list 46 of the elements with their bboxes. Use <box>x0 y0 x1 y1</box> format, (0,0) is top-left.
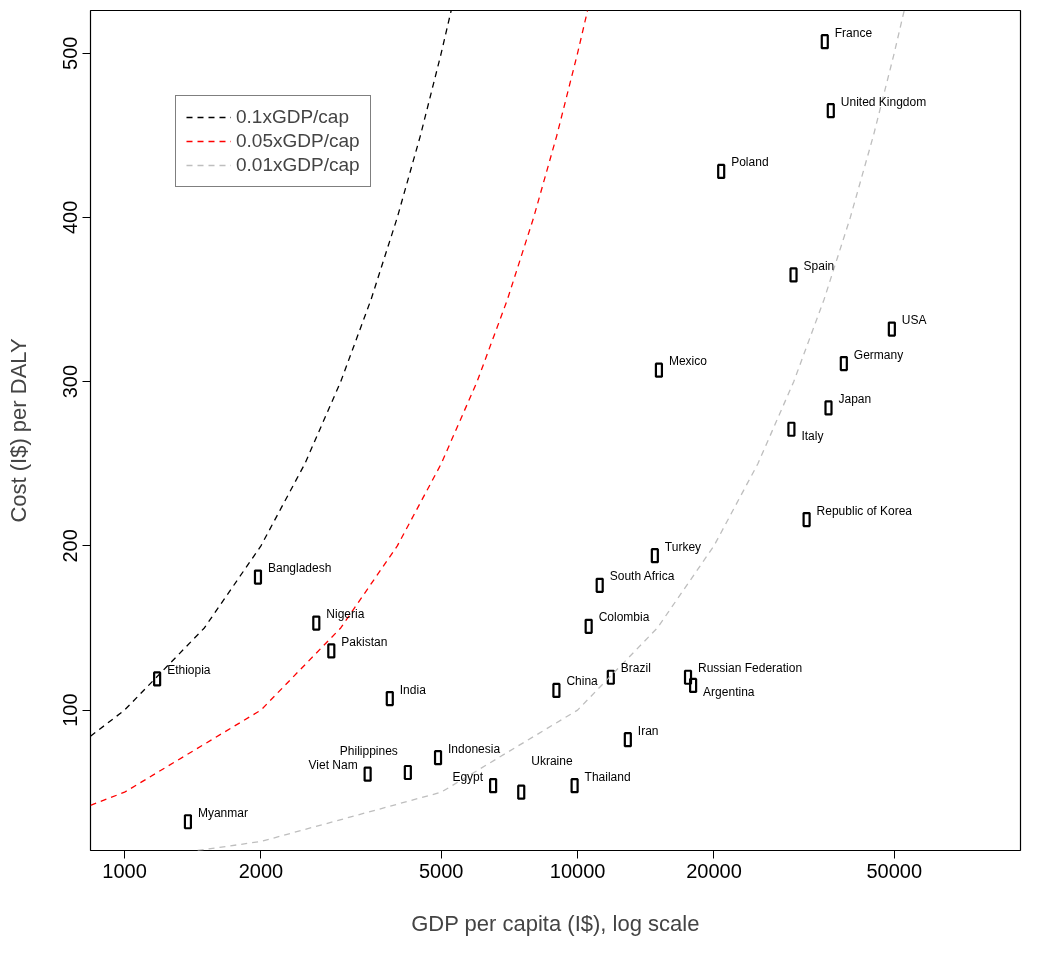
annotation: Ukraine <box>531 754 573 769</box>
y-tick-label: 500 <box>59 36 82 70</box>
x-tick-label: 10000 <box>549 859 606 882</box>
annotation: Mexico <box>668 354 708 369</box>
annotation: Thailand <box>584 769 631 784</box>
y-tick-label: 400 <box>59 200 82 235</box>
annotation: Indonesia <box>448 741 501 756</box>
x-tick-label: 1000 <box>102 859 147 882</box>
y-tick-label: 200 <box>59 529 82 563</box>
x-tick-label: 2000 <box>238 859 284 882</box>
x-tick-label: 20000 <box>686 859 742 882</box>
annotation: Spain <box>803 258 835 273</box>
annotation: Germany <box>853 347 904 362</box>
legend-label: 0.1xGDP/cap <box>236 106 349 128</box>
annotation: Brazil <box>620 661 651 676</box>
annotation: Iran <box>637 723 659 738</box>
x-axis-title: GDP per capita (I$), log scale <box>411 910 700 936</box>
annotation: Egypt <box>452 769 484 784</box>
annotation: Republic of Korea <box>816 503 913 518</box>
annotation: Turkey <box>664 539 702 554</box>
y-axis-title: Cost (I$) per DALY <box>5 338 31 523</box>
annotation: Russian Federation <box>698 661 803 676</box>
annotation: Ethiopia <box>167 662 211 677</box>
y-tick-label: 300 <box>59 364 82 399</box>
x-tick-label: 5000 <box>418 859 464 882</box>
annotation: Bangladesh <box>267 561 332 576</box>
annotation: United Kingdom <box>840 94 927 109</box>
annotation: Viet Nam <box>308 758 358 773</box>
annotation: South Africa <box>609 569 675 584</box>
annotation: Nigeria <box>326 607 365 622</box>
annotation: Poland <box>731 155 769 170</box>
annotation: Japan <box>838 391 872 406</box>
annotation: Colombia <box>598 610 650 625</box>
annotation: Myanmar <box>197 805 248 820</box>
y-tick-label: 100 <box>59 693 82 727</box>
annotation: India <box>399 682 427 697</box>
x-tick-label: 50000 <box>866 859 923 882</box>
annotation: France <box>834 25 873 40</box>
legend-label: 0.01xGDP/cap <box>236 154 360 176</box>
legend-label: 0.05xGDP/cap <box>236 130 360 152</box>
annotation: China <box>566 674 599 689</box>
annotation: Argentina <box>703 685 755 700</box>
annotation: Italy <box>801 429 824 444</box>
annotation: Pakistan <box>341 634 388 649</box>
annotation: Philippines <box>339 744 398 759</box>
annotation: USA <box>901 313 927 328</box>
